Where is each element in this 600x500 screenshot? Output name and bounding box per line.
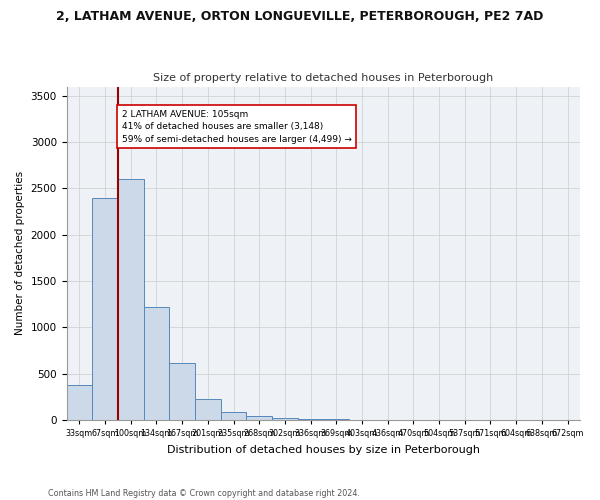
Text: Contains HM Land Registry data © Crown copyright and database right 2024.: Contains HM Land Registry data © Crown c… (48, 488, 360, 498)
Title: Size of property relative to detached houses in Peterborough: Size of property relative to detached ho… (154, 73, 494, 83)
Bar (92, 198, 118, 420)
Y-axis label: Number of detached properties: Number of detached properties (15, 171, 25, 336)
Bar (143, 307, 169, 420)
Bar (221, 412, 247, 420)
Bar (195, 399, 221, 420)
Text: 2, LATHAM AVENUE, ORTON LONGUEVILLE, PETERBOROUGH, PE2 7AD: 2, LATHAM AVENUE, ORTON LONGUEVILLE, PET… (56, 10, 544, 23)
Bar (272, 418, 298, 420)
Bar (67, 386, 92, 420)
Bar (118, 179, 143, 420)
Bar (247, 416, 272, 420)
Bar (169, 362, 195, 420)
X-axis label: Distribution of detached houses by size in Peterborough: Distribution of detached houses by size … (167, 445, 480, 455)
Text: 2 LATHAM AVENUE: 105sqm
41% of detached houses are smaller (3,148)
59% of semi-d: 2 LATHAM AVENUE: 105sqm 41% of detached … (122, 110, 352, 144)
Bar (298, 419, 323, 420)
